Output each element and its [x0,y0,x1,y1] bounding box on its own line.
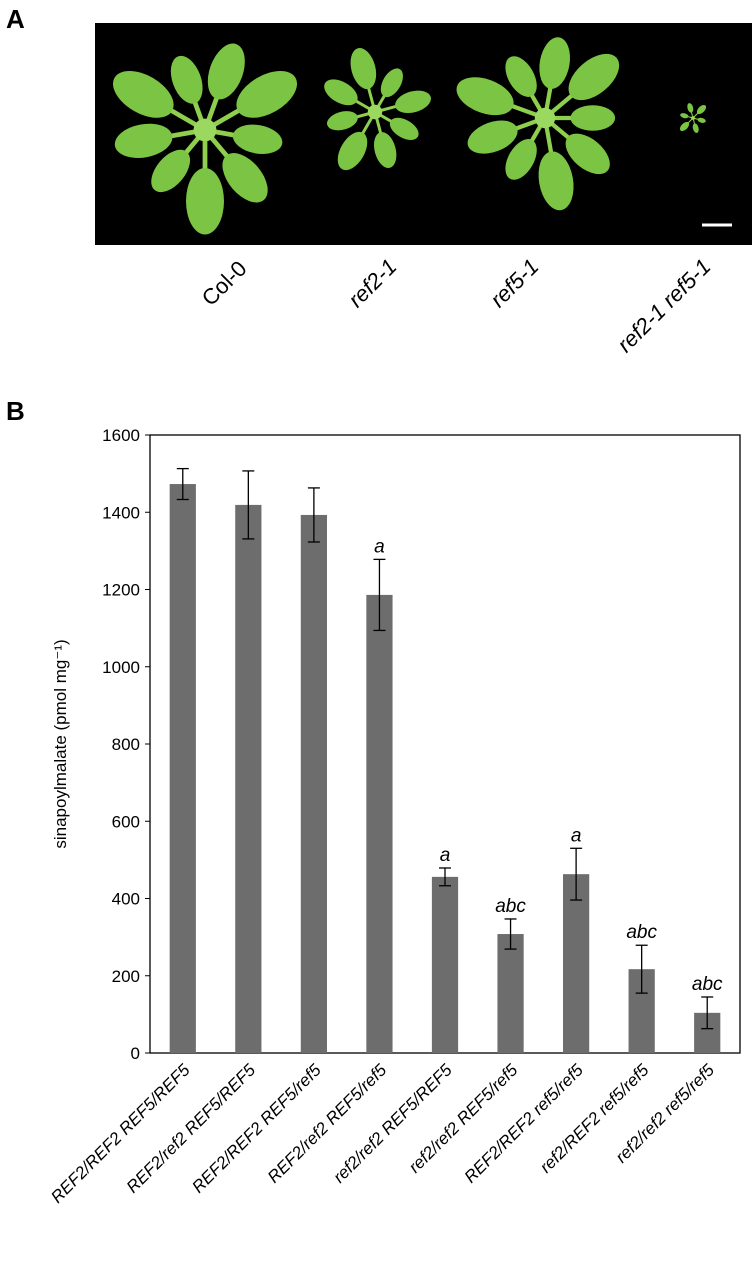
significance-label: a [440,845,451,866]
blade [505,56,537,97]
x-tick-label: REF2/ref2 REF5/ref5 [264,1060,391,1187]
x-tick-label: REF2/REF2 REF5/ref5 [188,1060,325,1197]
blade [680,113,689,119]
significance-label: abc [692,974,723,995]
blade [151,149,191,193]
plants [112,37,707,235]
blade [570,105,616,131]
x-tick-label: REF2/ref2 REF5/REF5 [123,1060,260,1197]
y-tick-label: 1200 [102,581,140,600]
blade [467,120,518,154]
bar [431,876,459,1053]
rosette-center [193,118,217,142]
blade [395,90,431,114]
blade [389,117,419,140]
error-bar [701,996,714,1030]
y-tick-label: 1600 [102,426,140,445]
rosette-center [367,104,383,120]
y-tick-label: 800 [112,735,140,754]
significance-label: a [374,536,385,557]
error-bar [176,467,189,501]
blade [207,43,245,100]
error-bar [373,558,386,632]
blade [324,79,358,106]
genotype-label: ref5-1 [485,254,543,312]
x-tick-label: ref2/REF2 ref5/ref5 [536,1060,653,1177]
blade [170,55,203,104]
blade [568,53,620,101]
blade [327,111,358,131]
genotype-label: Col-0 [197,256,252,311]
bar [366,594,393,1053]
blade [505,139,537,180]
blade [350,48,377,90]
blade [687,103,694,113]
bar [563,874,590,1053]
error-bar [439,867,451,887]
rosette-center [534,107,556,129]
y-tick-label: 1000 [102,658,140,677]
bar [497,934,524,1053]
blade [697,117,706,123]
blade [222,153,268,203]
blade [114,123,173,158]
significance-label: abc [626,922,657,943]
blade [112,70,174,118]
bar [235,504,262,1053]
x-tick-label: ref2/ref2 REF5/ref5 [405,1060,522,1177]
y-tick-label: 0 [131,1044,140,1063]
blade [373,132,397,168]
error-bar [307,487,320,543]
bar [169,484,196,1054]
y-tick-label: 600 [112,812,140,831]
blade [538,151,574,211]
blade [679,121,690,132]
blade [186,168,224,235]
significance-label: a [571,825,582,846]
blade [380,68,403,98]
blade [236,70,298,118]
genotype-label: ref2-1 [343,254,401,312]
blade [696,104,707,115]
bar [300,514,327,1053]
blade [337,131,368,171]
panel-label: B [6,396,25,426]
blade [232,124,283,154]
blade [456,77,514,116]
x-tick-label: ref2/ref2 REF5/REF5 [329,1060,456,1187]
error-bar [635,944,648,994]
y-tick-label: 1400 [102,503,140,522]
panel-label: A [6,4,25,34]
rosette-center [691,116,695,120]
significance-label: abc [495,896,526,917]
y-tick-label: 400 [112,890,140,909]
blade [565,133,610,175]
y-tick-label: 200 [112,967,140,986]
blade [692,123,699,133]
x-tick-label: REF2/REF2 ref5/ref5 [461,1060,588,1187]
error-bar [570,847,583,901]
blade [539,37,571,89]
y-axis-label: sinapoylmalate (pmol mg⁻¹) [51,639,70,848]
error-bar [242,470,255,540]
error-bar [504,918,517,950]
genotype-label: ref2-1 ref5-1 [612,254,715,357]
